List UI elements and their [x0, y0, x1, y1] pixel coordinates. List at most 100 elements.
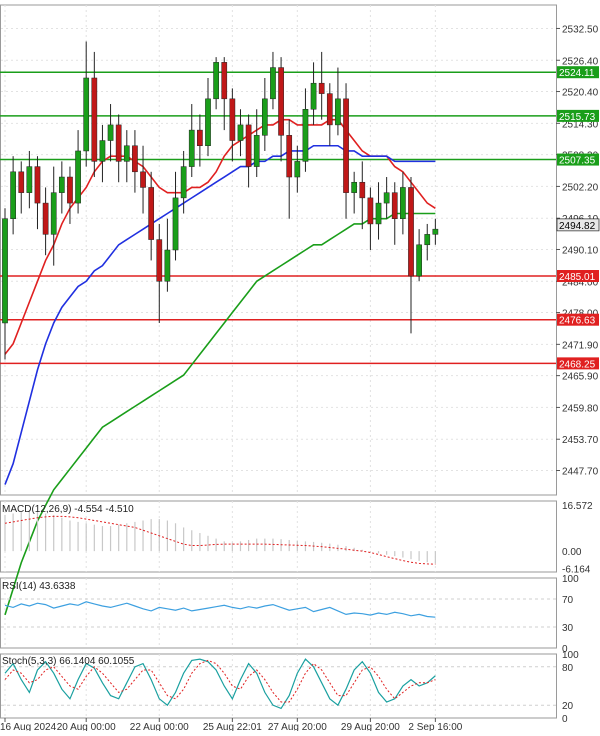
candle-body [391, 192, 398, 219]
candle-body [367, 197, 374, 225]
candle-body [375, 202, 382, 225]
candle-body [91, 77, 98, 162]
price-tick-label: 2514.30 [562, 119, 599, 130]
candle-body [172, 197, 179, 251]
stoch-tick-label: 100 [562, 650, 579, 661]
candle-body [99, 140, 106, 162]
rsi-panel-frame [0, 577, 557, 649]
level-tag-0 [557, 66, 599, 79]
macd-indicator-label: MACD(12,26,9) -4.554 -4.510 [2, 504, 134, 515]
moving-average-line-2 [4, 212, 436, 616]
rsi-tick-label: 30 [562, 623, 574, 634]
candle-body [359, 181, 366, 199]
moving-average-line-1 [4, 144, 436, 485]
macd-tick-label: 16.572 [562, 501, 593, 512]
rsi-tick-label: 0 [562, 644, 568, 655]
candle-body [58, 176, 65, 193]
candle-body [123, 145, 130, 162]
candle-body [221, 62, 228, 100]
candle-body [83, 77, 90, 152]
level-tag-4 [557, 313, 599, 326]
rsi-indicator-label: RSI(14) 43.6338 [2, 581, 76, 592]
candle-body [197, 129, 203, 146]
candle-body [140, 171, 146, 188]
candle-body [213, 62, 219, 100]
candle-body [229, 98, 236, 141]
candle-body [164, 249, 171, 282]
current-price-tag [556, 218, 600, 232]
level-tag-2 [557, 153, 599, 166]
candle-body [115, 124, 122, 162]
candle-body [132, 145, 138, 173]
price-tick-label: 2465.90 [562, 372, 599, 383]
level-label-0: 2524.11 [559, 68, 595, 79]
macd-signal-line [4, 515, 436, 565]
price-tick-label: 2490.10 [562, 245, 599, 256]
x-tick-label: 25 Aug 22:01 [203, 722, 262, 731]
candle-body [302, 109, 309, 162]
price-tick-label: 2484.00 [562, 277, 599, 288]
stoch-d-line [4, 659, 436, 703]
candle-body [18, 171, 25, 193]
price-tick-label: 2453.70 [562, 435, 599, 446]
stoch-tick-label: 0 [562, 714, 568, 725]
x-tick-label: 16 Aug 2024 [0, 722, 57, 731]
candle-body [278, 67, 284, 136]
candle-body [270, 67, 276, 100]
price-tick-label: 2447.70 [562, 467, 599, 478]
candle-body [50, 192, 57, 235]
level-label-2: 2507.35 [559, 156, 596, 167]
candle-body [318, 82, 325, 94]
stoch-panel-frame [0, 653, 557, 719]
macd-tick-label: 0.00 [562, 547, 582, 558]
candle-body [416, 244, 422, 277]
x-tick-label: 20 Aug 00:00 [57, 722, 116, 731]
candle-body [261, 98, 268, 136]
candle-body [253, 135, 260, 167]
level-label-4: 2476.63 [559, 316, 596, 327]
level-label-1: 2515.73 [559, 112, 596, 123]
candle-body [245, 124, 252, 167]
stoch-tick-label: 20 [562, 701, 574, 712]
level-tag-3 [557, 270, 599, 283]
rsi-tick-label: 100 [562, 574, 579, 585]
price-tick-label: 2532.50 [562, 24, 599, 35]
candle-body [2, 218, 8, 324]
candle-body [432, 228, 439, 235]
candle-body [42, 202, 49, 235]
stoch-indicator-label: Stoch(5,3,3) 66.1404 60.1055 [2, 656, 135, 667]
x-tick-label: 22 Aug 00:00 [130, 722, 189, 731]
macd-tick-label: -6.164 [562, 564, 591, 575]
candle-body [67, 176, 73, 204]
candle-body [408, 187, 414, 277]
candle-body [107, 124, 114, 141]
level-tag-5 [557, 357, 599, 370]
stoch-k-line [4, 658, 436, 710]
candle-body [26, 166, 33, 193]
level-tag-1 [557, 109, 599, 122]
candle-body [156, 239, 163, 282]
candle-body [335, 98, 341, 126]
candle-body [286, 135, 293, 178]
level-label-5: 2468.25 [559, 359, 596, 370]
candle-body [343, 98, 349, 193]
price-tick-label: 2459.80 [562, 403, 599, 414]
candle-body [351, 181, 358, 193]
x-tick-label: 29 Aug 20:00 [341, 722, 400, 731]
x-tick-label: 2 Sep 16:00 [408, 722, 462, 731]
candle-body [180, 166, 187, 199]
candle-body [294, 161, 301, 178]
candle-body [424, 234, 431, 246]
level-label-3: 2485.01 [559, 272, 596, 283]
rsi-tick-label: 70 [562, 595, 574, 606]
candle-body [148, 187, 155, 240]
price-tick-label: 2526.40 [562, 56, 599, 67]
price-tick-label: 2471.90 [562, 340, 599, 351]
price-tick-label: 2502.20 [562, 182, 599, 193]
candle-body [237, 124, 244, 141]
current-price-label: 2494.82 [559, 221, 596, 232]
candle-body [188, 129, 195, 167]
candle-body [75, 150, 81, 204]
